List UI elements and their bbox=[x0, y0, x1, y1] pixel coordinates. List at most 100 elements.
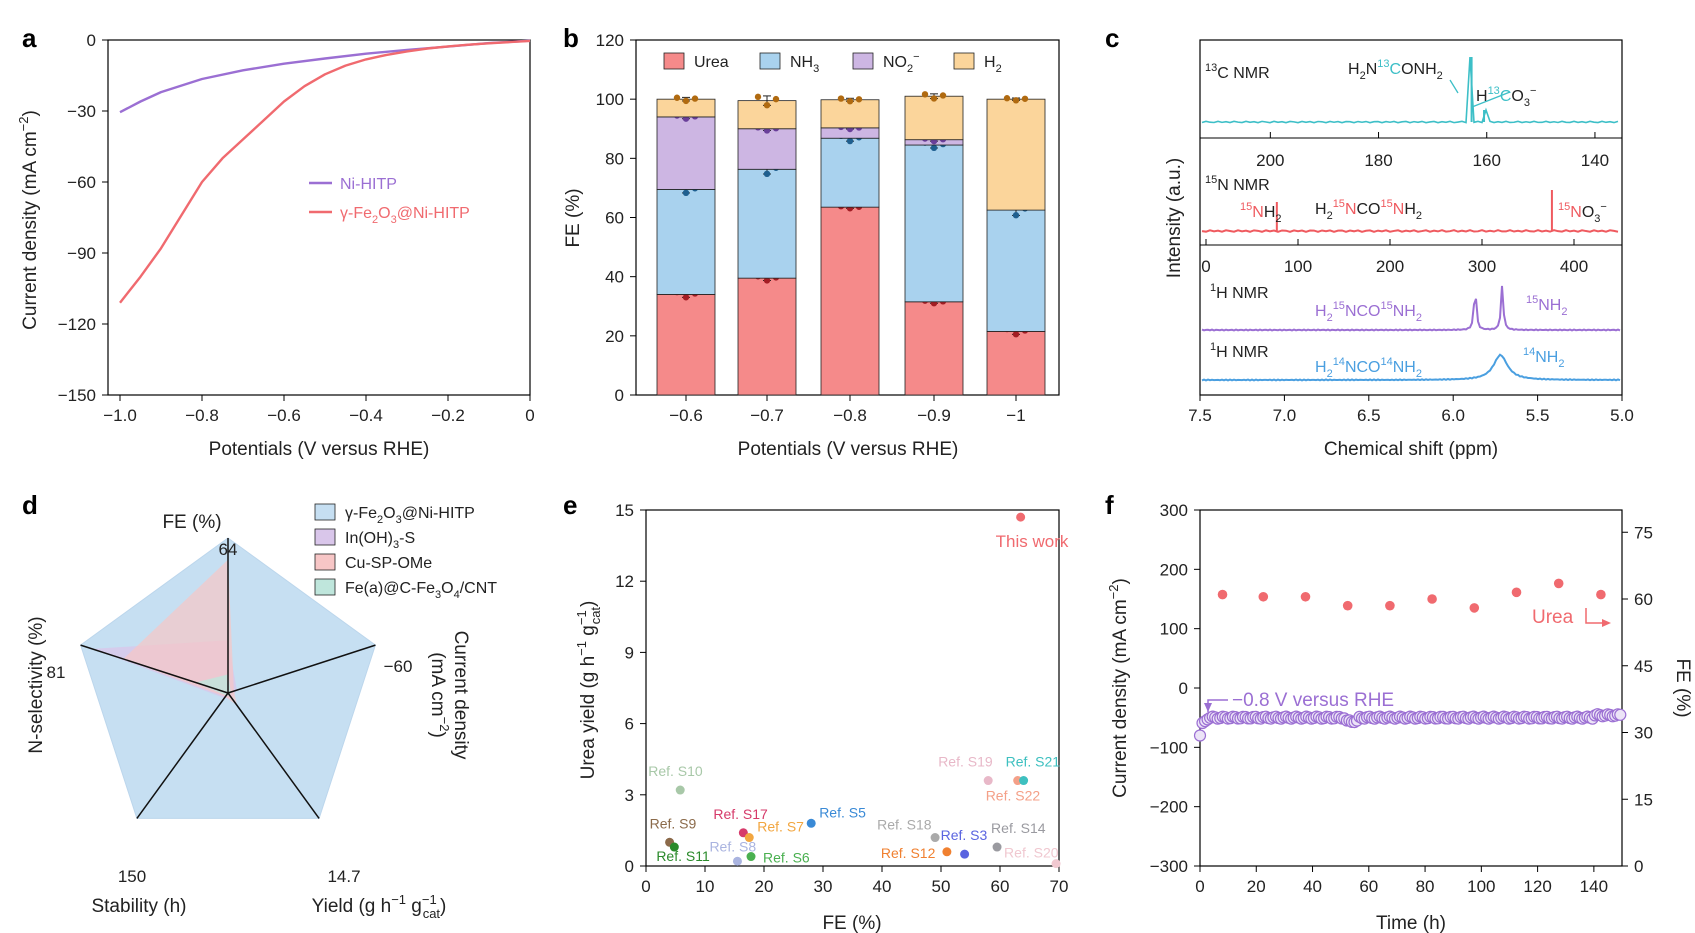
bar-urea bbox=[820, 206, 880, 396]
scatter-point bbox=[983, 776, 993, 786]
y-tick-label-a: −30 bbox=[67, 102, 96, 121]
axes-a: −1.0 −0.8 −0.6 −0.4 −0.2 0 0 −30 −60 −90 −120 −150 bbox=[58, 31, 535, 425]
x-axis-label-b: Potentials (V versus RHE) bbox=[738, 439, 959, 460]
point-label: Ref. S19 bbox=[938, 754, 993, 770]
scatter-point bbox=[1051, 859, 1061, 869]
bar-nh3 bbox=[986, 209, 1046, 332]
spectrum-15n bbox=[1201, 229, 1619, 233]
legend-swatch-no2 bbox=[852, 52, 874, 70]
x-tick-label-f: 120 bbox=[1523, 877, 1551, 896]
y-tick-label-e: 15 bbox=[615, 501, 634, 520]
legend-label-ni-hitp: Ni-HITP bbox=[340, 176, 397, 193]
legend-swatch-fe2o3-d bbox=[314, 503, 336, 521]
panel-label-d: d bbox=[22, 490, 38, 520]
annotation-voltage-arrow bbox=[1207, 699, 1228, 712]
x-tick-label-f: 80 bbox=[1416, 877, 1435, 896]
bar-urea bbox=[986, 330, 1046, 396]
fe-point bbox=[1511, 587, 1522, 598]
plot-frame-a bbox=[107, 39, 531, 396]
legend-label-nh3: NH3 bbox=[790, 54, 819, 75]
legend-swatch-urea bbox=[663, 52, 685, 70]
x-tick-label-c: 5.0 bbox=[1610, 406, 1634, 425]
y-tick-label-a: −120 bbox=[58, 315, 96, 334]
x-tick-label-e: 20 bbox=[755, 877, 774, 896]
bar-urea bbox=[737, 277, 797, 396]
data-dot-nh3 bbox=[1012, 212, 1020, 219]
annotation-voltage: −0.8 V versus RHE bbox=[1232, 690, 1394, 711]
fe-point bbox=[1217, 589, 1228, 600]
point-label: Ref. S8 bbox=[709, 838, 756, 854]
panel-label-c: c bbox=[1105, 23, 1119, 53]
x-tick-label-a: −1.0 bbox=[103, 406, 137, 425]
radar-axis-label-yield: Yield (g h−1 g−1 cat) bbox=[312, 892, 447, 921]
y-tick-label-right-f: 30 bbox=[1634, 724, 1653, 743]
spectrum-1h-14n bbox=[1201, 353, 1621, 382]
scatter-point bbox=[930, 833, 940, 843]
scatter-point bbox=[675, 785, 685, 795]
radar-d bbox=[80, 537, 376, 819]
fe-point bbox=[1427, 594, 1437, 604]
data-dot-nh3 bbox=[930, 144, 938, 152]
peak-label-15no3: 15NO3− bbox=[1558, 201, 1607, 225]
peak-label-urea-15n: H215NCO15NH2 bbox=[1315, 198, 1422, 222]
point-label: Ref. S7 bbox=[757, 819, 804, 835]
y-tick-label-a: −90 bbox=[67, 244, 96, 263]
y-tick-label-right-f: 60 bbox=[1634, 590, 1653, 609]
point-label: Ref. S11 bbox=[656, 848, 710, 864]
bar-no2 bbox=[737, 128, 797, 170]
radar-axis-line bbox=[136, 692, 229, 819]
data-dot-h2 bbox=[691, 95, 699, 102]
y-tick-label-f: −300 bbox=[1150, 857, 1188, 876]
bar-urea bbox=[656, 294, 716, 396]
x-tick-label-15n: 0 bbox=[1201, 257, 1210, 276]
points-f bbox=[1193, 578, 1627, 742]
fe-point bbox=[1469, 603, 1480, 613]
peak-label-hco3: H13CO3− bbox=[1476, 85, 1536, 109]
y-tick-label-e: 6 bbox=[625, 715, 634, 734]
x-axis-label-f: Time (h) bbox=[1376, 913, 1446, 933]
bar-h2 bbox=[904, 95, 964, 141]
arrow-head-urea bbox=[1602, 619, 1611, 627]
plot-frame-c bbox=[1199, 39, 1623, 396]
x-tick-label-13c: 160 bbox=[1473, 151, 1501, 170]
legend-d: γ-Fe2O3@Ni-HITP In(OH)3-S Cu-SP-OMe Fe(a… bbox=[314, 503, 497, 601]
arrow-13c-b bbox=[1471, 91, 1511, 108]
scatter-point bbox=[669, 842, 679, 852]
data-dot-h2 bbox=[846, 97, 854, 105]
panel-b: b 0 20 40 60 80 100 120 −0.6 −0.7 −0.8 −0.9 −1 Pote… bbox=[563, 23, 1060, 460]
y-tick-label-e: 12 bbox=[615, 572, 634, 591]
radar-axis-max-yield: 14.7 bbox=[327, 867, 360, 886]
bar-nh3 bbox=[656, 188, 716, 295]
series-line-ni-hitp bbox=[119, 39, 531, 114]
fe-point bbox=[1385, 600, 1395, 611]
x-tick-label-f: 20 bbox=[1247, 877, 1266, 896]
spectra-c bbox=[1201, 56, 1621, 382]
legend-label-inoh3: In(OH)3-S bbox=[345, 530, 415, 551]
bar-urea bbox=[904, 301, 964, 396]
peak-label-14nh2-1h: 14NH2 bbox=[1523, 346, 1564, 370]
data-dot-h2 bbox=[930, 95, 938, 102]
fe-point bbox=[1258, 591, 1269, 602]
points-e: This work Ref. S10 Ref. S9 Ref. S11 Ref. S17… bbox=[648, 512, 1069, 869]
point-label: Ref. S9 bbox=[650, 815, 697, 831]
data-dot-urea bbox=[682, 294, 690, 301]
y-tick-label-e: 9 bbox=[625, 643, 634, 662]
legend-swatch-inoh3 bbox=[314, 528, 336, 546]
row-label-1h-a: 1H NMR bbox=[1210, 282, 1269, 302]
point-label: Ref. S12 bbox=[881, 845, 936, 861]
x-tick-label-15n: 300 bbox=[1468, 257, 1496, 276]
fe-point bbox=[1342, 600, 1353, 611]
y-tick-label-right-f: 15 bbox=[1634, 790, 1653, 809]
x-axis-label-c: Chemical shift (ppm) bbox=[1324, 439, 1498, 460]
radar-axis-label-current: Current density bbox=[450, 631, 471, 760]
y-tick-label-f: 0 bbox=[1179, 679, 1188, 698]
x-tick-label-c: 6.5 bbox=[1357, 406, 1381, 425]
radar-area-cusp bbox=[123, 559, 238, 706]
x-tick-label-f: 100 bbox=[1467, 877, 1495, 896]
x-axis-label-a: Potentials (V versus RHE) bbox=[209, 439, 430, 460]
y-axis-label-b: FE (%) bbox=[563, 188, 584, 247]
legend-label-urea: Urea bbox=[694, 54, 729, 71]
scatter-point bbox=[1019, 776, 1029, 786]
y-axis-label-f: Current density (mA cm−2) bbox=[1106, 578, 1131, 798]
